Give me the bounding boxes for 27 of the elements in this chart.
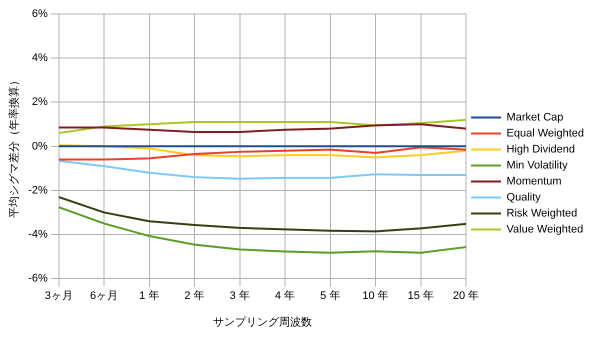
legend-label: Market Cap — [506, 112, 564, 124]
legend-label: Quality — [506, 192, 542, 204]
x-tick-label: 4 年 — [274, 290, 296, 302]
x-tick-label: 1 年 — [139, 290, 160, 302]
legend-label: Value Weighted — [506, 224, 584, 236]
legend-label: Momentum — [506, 176, 562, 188]
x-tick-label: 5 年 — [320, 290, 340, 302]
y-tick-label: 2% — [32, 96, 48, 108]
y-tick-label: -2% — [28, 184, 48, 196]
x-tick-label: 6ヶ月 — [90, 290, 118, 302]
y-axis-title: 平均シグマ差分（年率換算） — [8, 74, 21, 218]
x-axis-title: サンプリング周波数 — [212, 315, 312, 328]
y-tick-label: 0% — [32, 140, 48, 152]
x-tick-label: 15 年 — [408, 290, 434, 302]
y-tick-label: 4% — [32, 52, 48, 64]
legend-label: Min Volatility — [506, 160, 568, 172]
legend-label: High Dividend — [506, 144, 576, 156]
y-tick-label: 6% — [32, 8, 48, 20]
legend-label: Equal Weighted — [506, 128, 584, 140]
y-tick-label: -6% — [28, 272, 48, 285]
x-tick-label: 20 年 — [452, 290, 480, 302]
x-tick-label: 3ヶ月 — [44, 290, 73, 302]
x-tick-label: 3 年 — [230, 290, 250, 302]
legend-label: Risk Weighted — [506, 208, 578, 220]
y-tick-label: -4% — [28, 228, 48, 241]
x-tick-label: 2 年 — [184, 290, 205, 302]
x-tick-label: 10 年 — [362, 290, 389, 302]
